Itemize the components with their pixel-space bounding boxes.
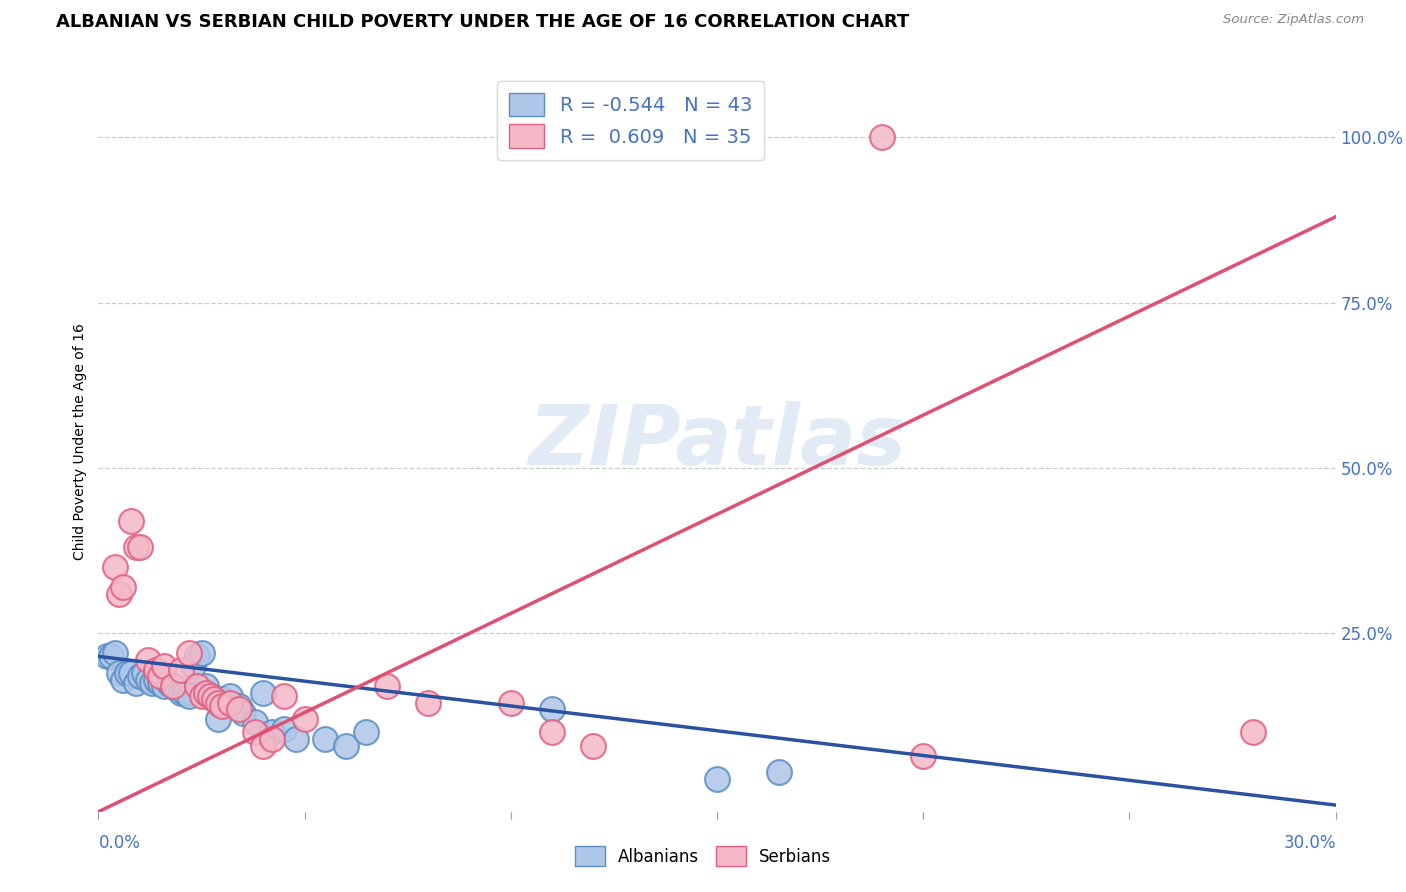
Point (190, 689, 212, 703)
Point (314, 731, 336, 746)
Text: 0.0%: 0.0% (98, 834, 141, 852)
Point (174, 686, 197, 700)
Point (194, 679, 217, 693)
Point (153, 659, 176, 673)
Point (162, 679, 184, 693)
Point (356, 725, 378, 739)
Point (120, 514, 142, 528)
Point (112, 580, 135, 594)
Point (211, 692, 233, 706)
Point (128, 541, 150, 555)
Point (100, 649, 122, 664)
Point (190, 646, 212, 660)
Point (582, 739, 605, 753)
Point (211, 698, 233, 713)
Point (207, 696, 229, 710)
Point (141, 675, 163, 690)
Point (260, 731, 283, 746)
Point (104, 560, 127, 574)
Point (108, 586, 131, 600)
Point (198, 689, 221, 703)
Point (1241, 725, 1264, 739)
Y-axis label: Child Poverty Under the Age of 16: Child Poverty Under the Age of 16 (73, 323, 87, 560)
Point (96, 649, 118, 664)
Point (145, 663, 167, 677)
Point (181, 659, 204, 673)
Point (166, 682, 188, 697)
Point (870, 130, 893, 145)
Point (219, 696, 242, 710)
Point (768, 765, 790, 780)
Point (243, 725, 266, 739)
Legend: R = -0.544   N = 43, R =  0.609   N = 35: R = -0.544 N = 43, R = 0.609 N = 35 (498, 81, 763, 160)
Point (228, 698, 250, 713)
Point (170, 663, 193, 677)
Point (202, 692, 225, 706)
Point (541, 702, 564, 716)
Point (335, 739, 357, 753)
Point (145, 673, 167, 687)
Point (153, 679, 176, 693)
Point (112, 673, 135, 687)
Point (202, 692, 225, 706)
Point (149, 669, 172, 683)
Text: ZIPatlas: ZIPatlas (529, 401, 905, 482)
Point (120, 665, 142, 680)
Point (541, 725, 564, 739)
Point (194, 686, 217, 700)
Point (157, 675, 180, 690)
Point (136, 653, 159, 667)
Point (132, 665, 155, 680)
Point (232, 706, 254, 720)
Point (117, 665, 139, 680)
Text: Source: ZipAtlas.com: Source: ZipAtlas.com (1223, 13, 1364, 27)
Point (207, 712, 229, 726)
Point (228, 702, 250, 716)
Point (243, 715, 266, 730)
Point (418, 696, 440, 710)
Point (260, 725, 283, 739)
Point (124, 541, 146, 555)
Point (375, 679, 398, 693)
Point (706, 772, 728, 786)
Point (104, 646, 127, 660)
Point (108, 665, 131, 680)
Point (128, 669, 150, 683)
Point (252, 739, 274, 753)
Point (149, 675, 172, 690)
Point (294, 712, 316, 726)
Point (179, 646, 201, 660)
Point (170, 686, 193, 700)
Point (124, 675, 146, 690)
Point (273, 689, 295, 703)
Text: 30.0%: 30.0% (1284, 834, 1336, 852)
Point (499, 696, 522, 710)
Point (179, 689, 201, 703)
Point (912, 748, 935, 763)
Point (219, 689, 242, 703)
Point (136, 673, 159, 687)
Point (273, 722, 295, 736)
Point (285, 731, 308, 746)
Point (252, 686, 274, 700)
Legend: Albanians, Serbians: Albanians, Serbians (567, 838, 839, 875)
Point (186, 679, 208, 693)
Text: ALBANIAN VS SERBIAN CHILD POVERTY UNDER THE AGE OF 16 CORRELATION CHART: ALBANIAN VS SERBIAN CHILD POVERTY UNDER … (56, 13, 910, 31)
Point (186, 649, 208, 664)
Point (162, 679, 184, 693)
Point (198, 689, 221, 703)
